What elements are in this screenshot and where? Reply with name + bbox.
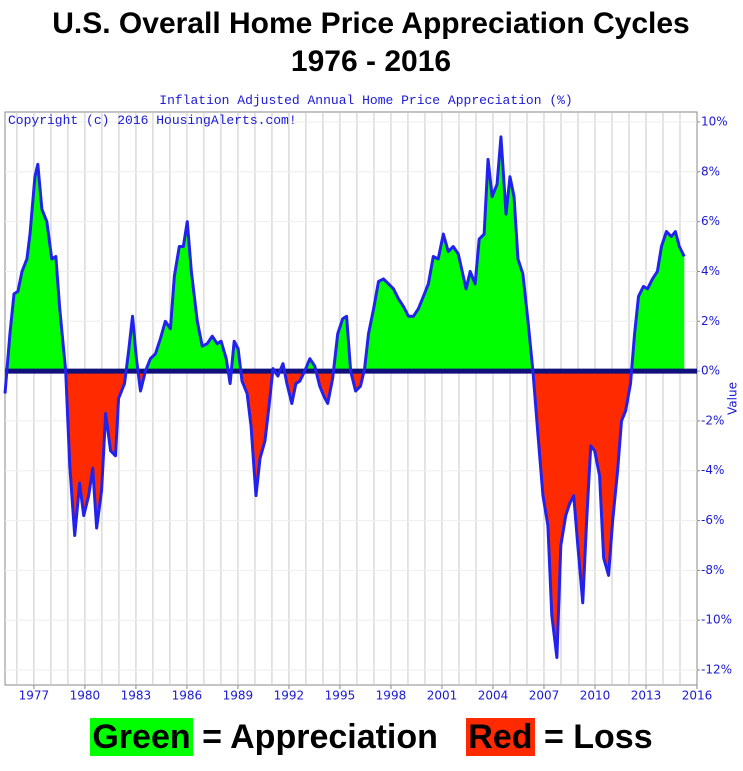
x-tick-label: 2013 <box>631 689 662 703</box>
y-tick-label: 6% <box>701 214 720 228</box>
x-tick-label: 1992 <box>274 689 305 703</box>
area-below <box>5 371 685 658</box>
chart: U.S. Overall Home Price Appreciation Cyc… <box>3 7 740 703</box>
series-line <box>3 135 686 660</box>
x-tick-label: 1986 <box>172 689 203 703</box>
y-tick-label: -6% <box>701 513 724 527</box>
x-tick-label: 2016 <box>682 689 713 703</box>
chart-caption: Inflation Adjusted Annual Home Price App… <box>159 93 572 108</box>
x-tick-label: 2010 <box>580 689 611 703</box>
x-tick-label: 1998 <box>376 689 407 703</box>
key-below-text: = Loss <box>543 718 653 756</box>
x-tick-label: 1977 <box>19 689 50 703</box>
x-tick-label: 2007 <box>529 689 560 703</box>
key-below-label: Red <box>466 718 535 756</box>
key-above-text: = Appreciation <box>202 718 438 756</box>
color-key: Green = Appreciation Red = Loss <box>0 718 743 757</box>
x-tick-label: 1989 <box>223 689 254 703</box>
y-tick-label: 2% <box>701 314 720 328</box>
copyright: Copyright (c) 2016 HousingAlerts.com! <box>8 113 297 128</box>
chart-subtitle: 1976 - 2016 <box>291 45 451 78</box>
x-tick-label: 1980 <box>70 689 101 703</box>
y-tick-label: -8% <box>701 563 724 577</box>
x-tick-label: 2001 <box>427 689 458 703</box>
x-tick-label: 1983 <box>121 689 152 703</box>
key-above-label: Green <box>90 718 193 756</box>
y-tick-label: -10% <box>701 613 732 627</box>
area-above <box>6 136 685 372</box>
y-tick-label: -4% <box>701 463 724 477</box>
y-tick-label: 0% <box>701 364 720 378</box>
chart-title: U.S. Overall Home Price Appreciation Cyc… <box>52 7 689 40</box>
y-tick-label: 8% <box>701 164 720 178</box>
y-axis-label: Value <box>726 382 740 415</box>
y-tick-label: -2% <box>701 413 724 427</box>
y-tick-label: 4% <box>701 264 720 278</box>
x-tick-label: 2004 <box>478 689 509 703</box>
y-tick-label: 10% <box>701 114 728 128</box>
x-tick-label: 1995 <box>325 689 356 703</box>
y-tick-label: -12% <box>701 663 732 677</box>
